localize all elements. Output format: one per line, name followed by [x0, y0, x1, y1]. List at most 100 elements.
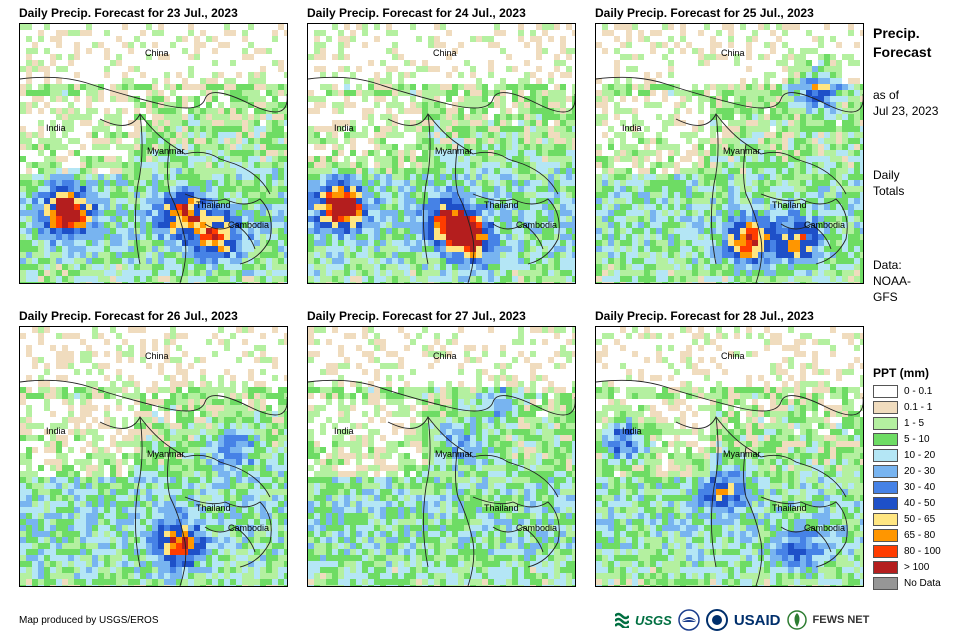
- legend-swatch: [873, 576, 898, 590]
- place-label-china: China: [721, 351, 745, 361]
- legend-label: 20 - 30: [904, 465, 936, 477]
- place-label-china: China: [145, 351, 169, 361]
- place-label-cambodia: Cambodia: [228, 220, 269, 230]
- legend-item: > 100: [873, 559, 941, 575]
- place-label-myanmar: Myanmar: [147, 146, 185, 156]
- agency-logos: USGS USAID FEWS NET: [615, 607, 869, 633]
- place-label-thailand: Thailand: [772, 503, 807, 513]
- legend-item: 1 - 5: [873, 415, 941, 431]
- legend-label: 65 - 80: [904, 529, 936, 541]
- as-of-date: as of Jul 23, 2023: [873, 87, 938, 119]
- legend-rows: 0 - 0.1 0.1 - 1 1 - 5 5 - 10 10 - 20 20 - 30 3…: [873, 383, 941, 591]
- usgs-logo-icon: [615, 612, 629, 628]
- legend-label: 0 - 0.1: [904, 385, 933, 397]
- legend-label: No Data: [904, 577, 941, 589]
- precip-map: China India Myanmar Thailand Cambodia: [19, 326, 288, 587]
- legend-label: 1 - 5: [904, 417, 925, 429]
- place-label-china: China: [433, 351, 457, 361]
- fewsnet-logo: FEWS NET: [812, 614, 870, 626]
- legend-item: 50 - 65: [873, 511, 941, 527]
- place-label-myanmar: Myanmar: [723, 146, 761, 156]
- map-svg: China India Myanmar Thailand Cambodia: [308, 327, 575, 586]
- place-label-india: India: [622, 123, 642, 133]
- legend-item: 80 - 100: [873, 543, 941, 559]
- legend-title: PPT (mm): [873, 366, 930, 380]
- data-source: Data: NOAA- GFS: [873, 257, 911, 305]
- legend-label: > 100: [904, 561, 930, 573]
- legend-swatch: [873, 528, 898, 542]
- precip-legend: PPT (mm) 0 - 0.1 0.1 - 1 1 - 5 5 - 10 10 - 2…: [873, 366, 941, 591]
- panel-title: Daily Precip. Forecast for 25 Jul., 2023: [595, 6, 814, 20]
- precip-map: China India Myanmar Thailand Cambodia: [307, 326, 576, 587]
- legend-item: 40 - 50: [873, 495, 941, 511]
- map-credit: Map produced by USGS/EROS: [19, 615, 159, 626]
- totals-line: Totals: [873, 184, 905, 198]
- legend-item: 0.1 - 1: [873, 399, 941, 415]
- data-line: Data:: [873, 258, 902, 272]
- panel-title: Daily Precip. Forecast for 23 Jul., 2023: [19, 6, 238, 20]
- noaa-logo-icon: [678, 609, 700, 631]
- place-label-thailand: Thailand: [484, 503, 519, 513]
- legend-label: 50 - 65: [904, 513, 936, 525]
- place-label-myanmar: Myanmar: [723, 449, 761, 459]
- legend-label: 0.1 - 1: [904, 401, 933, 413]
- legend-swatch: [873, 560, 898, 574]
- panel-title: Daily Precip. Forecast for 26 Jul., 2023: [19, 309, 238, 323]
- place-label-thailand: Thailand: [196, 503, 231, 513]
- legend-swatch: [873, 480, 898, 494]
- legend-item: No Data: [873, 575, 941, 591]
- totals-line: Daily: [873, 168, 900, 182]
- map-svg: China India Myanmar Thailand Cambodia: [308, 24, 575, 283]
- forecast-panel-23jul: Daily Precip. Forecast for 23 Jul., 2023…: [19, 6, 288, 284]
- place-label-cambodia: Cambodia: [516, 523, 557, 533]
- data-line: GFS: [873, 290, 898, 304]
- totals-note: Daily Totals: [873, 167, 904, 199]
- legend-item: 30 - 40: [873, 479, 941, 495]
- place-label-cambodia: Cambodia: [228, 523, 269, 533]
- as-of-label: as of: [873, 88, 900, 102]
- panel-title: Daily Precip. Forecast for 28 Jul., 2023: [595, 309, 814, 323]
- legend-swatch: [873, 400, 898, 414]
- forecast-panel-27jul: Daily Precip. Forecast for 27 Jul., 2023…: [307, 309, 576, 587]
- legend-swatch: [873, 448, 898, 462]
- map-svg: China India Myanmar Thailand Cambodia: [20, 24, 287, 283]
- legend-swatch: [873, 416, 898, 430]
- legend-item: 10 - 20: [873, 447, 941, 463]
- place-label-thailand: Thailand: [484, 200, 519, 210]
- legend-swatch: [873, 464, 898, 478]
- place-label-myanmar: Myanmar: [435, 146, 473, 156]
- place-label-thailand: Thailand: [772, 200, 807, 210]
- panel-title: Daily Precip. Forecast for 24 Jul., 2023: [307, 6, 526, 20]
- precip-map: China India Myanmar Thailand Cambodia: [307, 23, 576, 284]
- legend-swatch: [873, 544, 898, 558]
- place-label-china: China: [145, 48, 169, 58]
- legend-label: 30 - 40: [904, 481, 936, 493]
- place-label-china: China: [433, 48, 457, 58]
- place-label-cambodia: Cambodia: [516, 220, 557, 230]
- sidebar-title: Precip. Forecast: [873, 24, 931, 62]
- legend-item: 65 - 80: [873, 527, 941, 543]
- map-svg: China India Myanmar Thailand Cambodia: [596, 24, 863, 283]
- place-label-myanmar: Myanmar: [147, 449, 185, 459]
- map-svg: China India Myanmar Thailand Cambodia: [20, 327, 287, 586]
- legend-swatch: [873, 384, 898, 398]
- map-svg: China India Myanmar Thailand Cambodia: [596, 327, 863, 586]
- usgs-logo: USGS: [635, 612, 672, 628]
- legend-label: 80 - 100: [904, 545, 941, 557]
- legend-label: 40 - 50: [904, 497, 936, 509]
- forecast-panel-24jul: Daily Precip. Forecast for 24 Jul., 2023…: [307, 6, 576, 284]
- place-label-india: India: [334, 123, 354, 133]
- legend-item: 0 - 0.1: [873, 383, 941, 399]
- place-label-cambodia: Cambodia: [804, 220, 845, 230]
- data-line: NOAA-: [873, 274, 912, 288]
- usaid-logo: USAID: [733, 611, 781, 629]
- place-label-cambodia: Cambodia: [804, 523, 845, 533]
- place-label-myanmar: Myanmar: [435, 449, 473, 459]
- place-label-thailand: Thailand: [196, 200, 231, 210]
- legend-swatch: [873, 512, 898, 526]
- legend-label: 10 - 20: [904, 449, 936, 461]
- panel-title: Daily Precip. Forecast for 27 Jul., 2023: [307, 309, 526, 323]
- precip-map: China India Myanmar Thailand Cambodia: [19, 23, 288, 284]
- forecast-panel-26jul: Daily Precip. Forecast for 26 Jul., 2023…: [19, 309, 288, 587]
- forecast-panel-28jul: Daily Precip. Forecast for 28 Jul., 2023…: [595, 309, 864, 587]
